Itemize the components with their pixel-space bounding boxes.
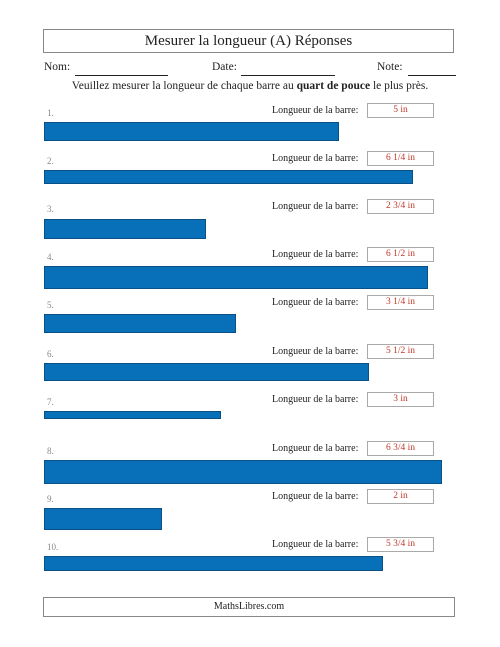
problem-number: 3. <box>47 204 54 214</box>
problem-row: 8. Longueur de la barre: 6 3/4 in <box>0 441 500 494</box>
problem-row: 6. Longueur de la barre: 5 1/2 in <box>0 344 500 397</box>
answer-box: 5 in <box>367 103 434 118</box>
problem-number: 8. <box>47 446 54 456</box>
problem-number: 5. <box>47 300 54 310</box>
problem-number: 4. <box>47 252 54 262</box>
instructions-end: le plus près. <box>372 80 429 92</box>
instructions-emphasis: quart de pouce <box>296 80 371 92</box>
bar-length-label: Longueur de la barre: <box>272 153 359 164</box>
problem-row: 1. Longueur de la barre: 5 in <box>0 103 500 156</box>
problem-row: 7. Longueur de la barre: 3 in <box>0 392 500 445</box>
date-label: Date: <box>212 61 237 73</box>
note-line <box>408 75 456 76</box>
measure-bar <box>44 314 236 333</box>
problem-row: 5. Longueur de la barre: 3 1/4 in <box>0 295 500 348</box>
problem-row: 2. Longueur de la barre: 6 1/4 in <box>0 151 500 204</box>
problem-number: 6. <box>47 349 54 359</box>
bar-length-label: Longueur de la barre: <box>272 105 359 116</box>
bar-length-label: Longueur de la barre: <box>272 346 359 357</box>
name-label: Nom: <box>44 61 71 73</box>
answer-box: 3 in <box>367 392 434 407</box>
answer-box: 5 3/4 in <box>367 537 434 552</box>
bar-length-label: Longueur de la barre: <box>272 394 359 405</box>
measure-bar <box>44 411 221 419</box>
problem-number: 7. <box>47 397 54 407</box>
problem-row: 10. Longueur de la barre: 5 3/4 in <box>0 537 500 590</box>
measure-bar <box>44 508 162 530</box>
problem-number: 9. <box>47 494 54 504</box>
measure-bar <box>44 122 339 141</box>
name-line <box>75 75 168 76</box>
answer-box: 2 3/4 in <box>367 199 434 214</box>
problem-row: 9. Longueur de la barre: 2 in <box>0 489 500 542</box>
answer-box: 3 1/4 in <box>367 295 434 310</box>
bar-length-label: Longueur de la barre: <box>272 443 359 454</box>
measure-bar <box>44 219 206 239</box>
answer-box: 6 1/4 in <box>367 151 434 166</box>
answer-box: 5 1/2 in <box>367 344 434 359</box>
measure-bar <box>44 556 383 571</box>
problem-row: 3. Longueur de la barre: 2 3/4 in <box>0 199 500 252</box>
problem-row: 4. Longueur de la barre: 6 1/2 in <box>0 247 500 300</box>
bar-length-label: Longueur de la barre: <box>272 201 359 212</box>
problem-number: 2. <box>47 156 54 166</box>
answer-box: 2 in <box>367 489 434 504</box>
problem-number: 1. <box>47 108 54 118</box>
footer: MathsLibres.com <box>43 597 455 617</box>
note-label: Note: <box>377 61 403 73</box>
bar-length-label: Longueur de la barre: <box>272 297 359 308</box>
bar-length-label: Longueur de la barre: <box>272 249 359 260</box>
bar-length-label: Longueur de la barre: <box>272 491 359 502</box>
date-line <box>241 75 335 76</box>
measure-bar <box>44 170 413 184</box>
answer-box: 6 3/4 in <box>367 441 434 456</box>
problem-number: 10. <box>47 542 59 552</box>
page-title: Mesurer la longueur (A) Réponses <box>43 29 454 53</box>
answer-box: 6 1/2 in <box>367 247 434 262</box>
measure-bar <box>44 266 428 289</box>
instructions: Veuillez mesurer la longueur de chaque b… <box>0 80 500 92</box>
bar-length-label: Longueur de la barre: <box>272 539 359 550</box>
instructions-text: Veuillez mesurer la longueur de chaque b… <box>71 80 294 92</box>
measure-bar <box>44 363 369 381</box>
measure-bar <box>44 460 442 484</box>
